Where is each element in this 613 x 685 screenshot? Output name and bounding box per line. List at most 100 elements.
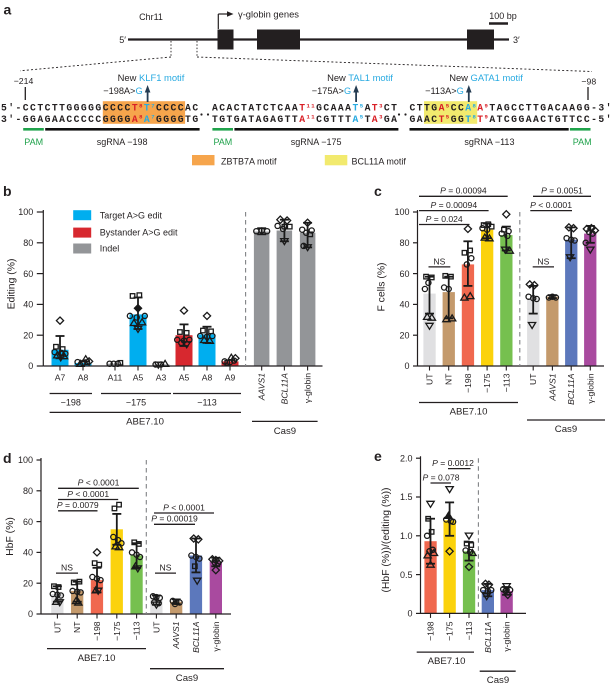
svg-text:GCAAA: GCAAA bbox=[316, 103, 352, 114]
svg-text:−198: −198 bbox=[463, 373, 473, 393]
svg-text:5′-CCTCTTGGGGGCCCC: 5′-CCTCTTGGGGGCCCC bbox=[1, 103, 132, 114]
svg-text:A5: A5 bbox=[133, 373, 144, 383]
svg-text:−175A>G: −175A>G bbox=[312, 86, 351, 96]
svg-text:A8: A8 bbox=[78, 373, 89, 383]
svg-text:F cells (%): F cells (%) bbox=[377, 262, 388, 311]
svg-text:TAGCCTTGACAAGG-3′: TAGCCTTGACAAGG-3′ bbox=[489, 103, 612, 114]
svg-text:c: c bbox=[374, 183, 382, 199]
svg-text:−98: −98 bbox=[581, 77, 596, 87]
svg-text:−175: −175 bbox=[482, 373, 492, 393]
svg-text:−214: −214 bbox=[14, 76, 34, 86]
svg-text:60: 60 bbox=[23, 269, 33, 279]
svg-text:A11: A11 bbox=[108, 373, 123, 383]
svg-text:8: 8 bbox=[473, 102, 478, 109]
svg-text:100: 100 bbox=[18, 207, 33, 217]
svg-text:0: 0 bbox=[407, 609, 412, 619]
svg-text:A: A bbox=[465, 103, 472, 114]
svg-text:e: e bbox=[374, 448, 382, 464]
svg-text:P = 0.00019: P = 0.00019 bbox=[151, 514, 198, 524]
svg-text:ZBTB7A motif: ZBTB7A motif bbox=[221, 157, 277, 167]
svg-text:8: 8 bbox=[139, 114, 144, 121]
svg-text:Editing (%): Editing (%) bbox=[7, 259, 18, 310]
svg-text:100 bp: 100 bp bbox=[489, 11, 517, 21]
svg-text:40: 40 bbox=[23, 548, 33, 558]
svg-text:Indel: Indel bbox=[100, 244, 120, 254]
svg-text:8: 8 bbox=[473, 114, 478, 121]
svg-text:BCL11A: BCL11A bbox=[279, 373, 289, 405]
svg-text:−113A>G: −113A>G bbox=[425, 86, 464, 96]
svg-text:A: A bbox=[477, 103, 484, 114]
svg-text:P = 0.024: P = 0.024 bbox=[426, 214, 463, 224]
svg-text:ABE7.10: ABE7.10 bbox=[126, 417, 164, 428]
svg-text:UT: UT bbox=[425, 373, 435, 385]
svg-text:T: T bbox=[465, 114, 472, 125]
svg-text:CT: CT bbox=[384, 103, 399, 114]
svg-text:Cas9: Cas9 bbox=[274, 426, 296, 437]
svg-text:80: 80 bbox=[23, 486, 33, 496]
svg-text:11: 11 bbox=[307, 114, 317, 121]
svg-text:BCL11A motif: BCL11A motif bbox=[352, 157, 407, 167]
svg-text:40: 40 bbox=[399, 300, 409, 310]
svg-text:20: 20 bbox=[399, 330, 409, 340]
svg-text:NT: NT bbox=[444, 373, 454, 385]
svg-text:−198: −198 bbox=[426, 621, 436, 641]
svg-text:P = 0.0012: P = 0.0012 bbox=[432, 458, 474, 468]
svg-text:P < 0.0001: P < 0.0001 bbox=[67, 489, 109, 499]
svg-text:A: A bbox=[132, 114, 139, 125]
svg-text:P < 0.0001: P < 0.0001 bbox=[163, 502, 205, 512]
svg-text:A5: A5 bbox=[179, 373, 190, 383]
svg-text:0: 0 bbox=[28, 361, 33, 371]
svg-text:New GATA1 motif: New GATA1 motif bbox=[449, 72, 523, 83]
svg-text:γ-globin: γ-globin bbox=[303, 373, 313, 403]
svg-text:TGTGATAGAGTT: TGTGATAGAGTT bbox=[212, 114, 299, 125]
svg-text:(HbF (%))/(editing (%)): (HbF (%))/(editing (%)) bbox=[381, 487, 392, 592]
svg-text:1.5: 1.5 bbox=[400, 492, 413, 502]
svg-text:11: 11 bbox=[307, 102, 317, 109]
svg-text:γ-globin: γ-globin bbox=[211, 621, 221, 651]
svg-text:P = 0.0079: P = 0.0079 bbox=[57, 500, 99, 510]
svg-text:PAM: PAM bbox=[573, 137, 592, 147]
svg-text:CCCCAC: CCCCAC bbox=[156, 103, 200, 114]
svg-text:P = 0.078: P = 0.078 bbox=[422, 472, 459, 482]
svg-text:5: 5 bbox=[360, 102, 365, 109]
svg-text:9: 9 bbox=[485, 102, 490, 109]
svg-text:−175: −175 bbox=[126, 398, 146, 408]
svg-text:A: A bbox=[439, 103, 446, 114]
svg-text:A: A bbox=[372, 114, 379, 125]
svg-text:PAM: PAM bbox=[213, 137, 232, 147]
svg-text:sgRNA −198: sgRNA −198 bbox=[97, 137, 148, 147]
svg-text:NS: NS bbox=[160, 563, 172, 573]
svg-text:CC: CC bbox=[451, 103, 466, 114]
svg-text:100: 100 bbox=[394, 207, 409, 217]
svg-text:γ-globin: γ-globin bbox=[585, 373, 595, 403]
svg-text:CTTG: CTTG bbox=[410, 103, 439, 114]
svg-text:PAM: PAM bbox=[24, 137, 43, 147]
svg-text:sgRNA −113: sgRNA −113 bbox=[464, 137, 514, 147]
svg-text:Cas9: Cas9 bbox=[176, 673, 198, 684]
svg-text:5: 5 bbox=[446, 102, 451, 109]
svg-text:sgRNA −175: sgRNA −175 bbox=[291, 137, 342, 147]
svg-text:a: a bbox=[4, 2, 12, 18]
svg-text:A: A bbox=[299, 114, 306, 125]
svg-text:Target A>G edit: Target A>G edit bbox=[100, 210, 163, 220]
svg-text:3: 3 bbox=[379, 114, 384, 121]
svg-text:γ-globin genes: γ-globin genes bbox=[238, 9, 299, 20]
svg-text:GG: GG bbox=[451, 114, 466, 125]
svg-text:AAVS1: AAVS1 bbox=[171, 621, 181, 649]
svg-text:−198: −198 bbox=[92, 621, 102, 641]
svg-text:NS: NS bbox=[61, 563, 73, 573]
svg-text:AAVS1: AAVS1 bbox=[257, 373, 267, 401]
svg-text:NS: NS bbox=[433, 256, 445, 266]
svg-text:BCL11A: BCL11A bbox=[191, 621, 201, 653]
svg-text:Chr11: Chr11 bbox=[139, 12, 163, 22]
svg-text:CGTTT: CGTTT bbox=[316, 114, 352, 125]
svg-text:A: A bbox=[365, 103, 372, 114]
svg-text:1.0: 1.0 bbox=[400, 531, 413, 541]
svg-text:P = 0.00094: P = 0.00094 bbox=[431, 200, 478, 210]
svg-text:A: A bbox=[144, 114, 151, 125]
svg-text:A3: A3 bbox=[156, 373, 167, 383]
svg-text:0.5: 0.5 bbox=[400, 570, 413, 580]
svg-text:−175: −175 bbox=[112, 621, 122, 641]
svg-text:UT: UT bbox=[52, 621, 62, 633]
svg-text:γ-globin: γ-globin bbox=[502, 621, 512, 651]
